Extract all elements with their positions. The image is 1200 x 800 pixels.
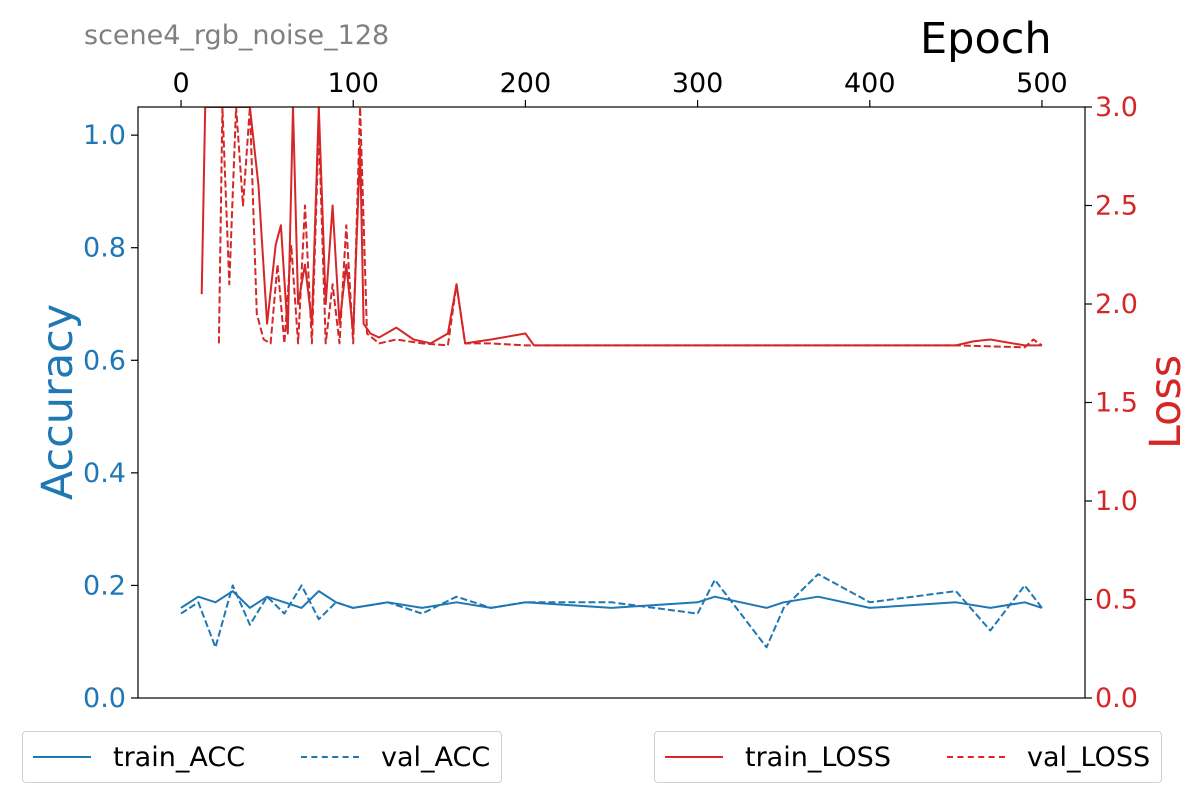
y-left-tick-label: 0.0 [83, 683, 126, 714]
y-left-axis-title: Accuracy [33, 304, 83, 500]
legend-item-val-loss: val_LOSS [947, 732, 1150, 782]
x-tick-label: 300 [672, 68, 724, 99]
plot-frame [137, 106, 1086, 699]
x-axis-title: Epoch [920, 14, 1052, 64]
y-right-ticks: 0.0 0.5 1.0 1.5 2.0 2.5 3.0 [1085, 92, 1138, 714]
y-right-tick-label: 0.0 [1095, 683, 1138, 714]
legend-swatch-val-acc [301, 756, 359, 758]
legend-item-train-acc: train_ACC [33, 732, 245, 782]
x-tick-label: 200 [500, 68, 552, 99]
x-tick-label: 0 [172, 68, 189, 99]
legend-accuracy: train_ACC val_ACC [22, 731, 502, 783]
legend-label-train-acc: train_ACC [113, 741, 246, 773]
y-left-tick-label: 0.8 [83, 233, 126, 264]
y-left-tick-label: 0.6 [83, 345, 126, 376]
y-left-tick-label: 1.0 [83, 120, 126, 151]
legend-swatch-train-acc [33, 756, 91, 758]
chart-title: scene4_rgb_noise_128 [84, 20, 390, 51]
y-right-tick-label: 1.0 [1095, 486, 1138, 517]
legend-item-val-acc: val_ACC [301, 732, 490, 782]
x-tick-label: 400 [844, 68, 896, 99]
x-ticks: 0 100 200 300 400 500 [172, 68, 1068, 107]
series-layer [180, 107, 1043, 649]
y-left-tick-label: 0.2 [83, 570, 126, 601]
legend-swatch-val-loss [947, 756, 1005, 758]
legend-label-val-loss: val_LOSS [1027, 741, 1151, 773]
y-right-tick-label: 3.0 [1095, 92, 1138, 123]
y-right-tick-label: 1.5 [1095, 388, 1138, 419]
series-line-val-acc [180, 573, 1043, 649]
y-right-tick-label: 2.5 [1095, 191, 1138, 222]
series-line-train-loss [200, 107, 1042, 347]
y-left-ticks: 0.0 0.2 0.4 0.6 0.8 1.0 [83, 120, 138, 714]
legend-swatch-train-loss [665, 756, 723, 758]
legend-label-train-loss: train_LOSS [745, 741, 891, 773]
legend-loss: train_LOSS val_LOSS [654, 731, 1162, 783]
legend-item-train-loss: train_LOSS [665, 732, 891, 782]
y-right-tick-label: 2.0 [1095, 289, 1138, 320]
legend-label-val-acc: val_ACC [381, 741, 491, 773]
x-tick-label: 100 [327, 68, 379, 99]
series-line-val-loss [217, 107, 1043, 349]
y-left-tick-label: 0.4 [83, 458, 126, 489]
x-tick-label: 500 [1016, 68, 1068, 99]
series-line-train-acc [180, 590, 1043, 609]
y-right-tick-label: 0.5 [1095, 585, 1138, 616]
y-right-axis-title: Loss [1141, 355, 1191, 449]
